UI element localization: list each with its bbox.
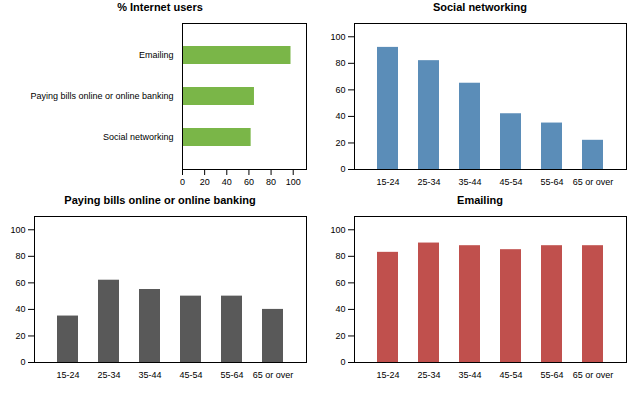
svg-text:Social networking: Social networking (103, 132, 174, 142)
svg-text:15-24: 15-24 (376, 370, 399, 380)
svg-text:55-64: 55-64 (540, 370, 563, 380)
svg-text:0: 0 (180, 177, 185, 187)
html-text:Social networking: Social networking (432, 1, 528, 13)
svg-text:20: 20 (335, 331, 345, 341)
svg-text:20: 20 (15, 331, 25, 341)
svg-text:100: 100 (330, 225, 345, 235)
svg-text:40: 40 (222, 177, 232, 187)
svg-text:60: 60 (335, 85, 345, 95)
svg-text:40: 40 (335, 111, 345, 121)
svg-text:80: 80 (335, 251, 345, 261)
svg-text:45-54: 45-54 (499, 177, 522, 187)
svg-text:100: 100 (286, 177, 301, 187)
svg-text:35-44: 35-44 (458, 370, 481, 380)
svg-text:15-24: 15-24 (376, 177, 399, 187)
svg-text:15-24: 15-24 (56, 370, 79, 380)
svg-text:20: 20 (335, 138, 345, 148)
svg-text:55-64: 55-64 (220, 370, 243, 380)
svg-text:65 or over: 65 or over (573, 177, 614, 187)
svg-text:60: 60 (244, 177, 254, 187)
svg-text:65 or over: 65 or over (573, 370, 614, 380)
svg-text:60: 60 (15, 278, 25, 288)
svg-text:60: 60 (335, 278, 345, 288)
svg-text:25-34: 25-34 (417, 370, 440, 380)
svg-text:Paying bills online or online: Paying bills online or online banking (30, 91, 173, 101)
svg-text:40: 40 (335, 304, 345, 314)
html-text:Emailing: Emailing (457, 194, 503, 206)
svg-text:40: 40 (15, 304, 25, 314)
svg-text:0: 0 (20, 357, 25, 367)
html-text:Paying bills online or online: Paying bills online or online banking (64, 194, 256, 206)
svg-text:55-64: 55-64 (540, 177, 563, 187)
svg-text:20: 20 (200, 177, 210, 187)
svg-text:80: 80 (335, 58, 345, 68)
svg-text:45-54: 45-54 (179, 370, 202, 380)
svg-text:25-34: 25-34 (97, 370, 120, 380)
html-text:% Internet users: % Internet users (117, 1, 203, 13)
svg-text:25-34: 25-34 (417, 177, 440, 187)
svg-text:35-44: 35-44 (138, 370, 161, 380)
svg-text:0: 0 (340, 164, 345, 174)
svg-text:35-44: 35-44 (458, 177, 481, 187)
svg-text:100: 100 (10, 225, 25, 235)
svg-text:Emailing: Emailing (139, 50, 174, 60)
svg-text:80: 80 (266, 177, 276, 187)
svg-text:80: 80 (15, 251, 25, 261)
svg-text:45-54: 45-54 (499, 370, 522, 380)
svg-text:100: 100 (330, 32, 345, 42)
svg-text:0: 0 (340, 357, 345, 367)
svg-text:65 or over: 65 or over (253, 370, 294, 380)
